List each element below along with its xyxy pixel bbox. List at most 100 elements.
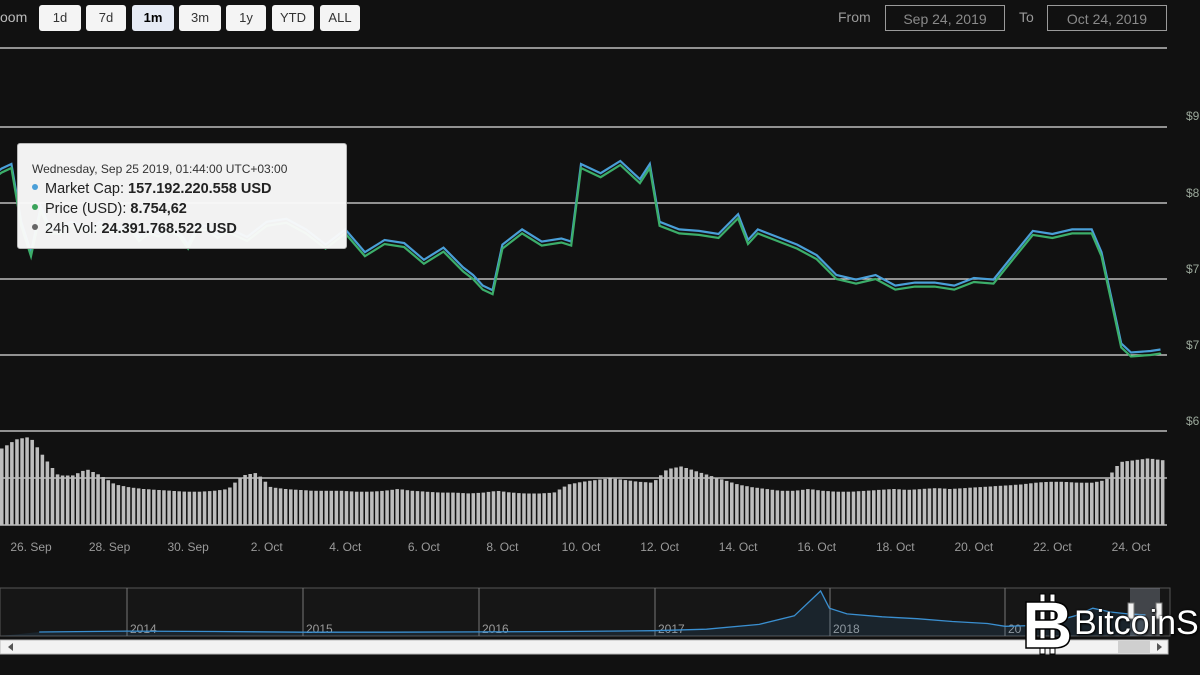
price-point	[1120, 346, 1122, 349]
volume-bar	[10, 442, 14, 525]
volume-bar	[1034, 482, 1038, 525]
range-button-3m[interactable]: 3m	[179, 5, 221, 31]
x-tick-label: 20. Oct	[955, 540, 994, 554]
volume-bar	[567, 484, 572, 525]
price-point	[933, 285, 936, 288]
volume-bar	[354, 491, 359, 525]
from-date-input[interactable]: Sep 24, 2019	[885, 5, 1005, 31]
volume-bar	[294, 489, 298, 525]
volume-bar	[461, 493, 465, 525]
price-point	[914, 285, 916, 288]
volume-bar	[522, 493, 526, 525]
volume-bar	[390, 489, 394, 525]
volume-bar	[598, 479, 602, 525]
volume-bar	[719, 479, 724, 525]
price-point	[1071, 232, 1073, 235]
volume-bar	[283, 489, 288, 525]
x-tick-label: 4. Oct	[329, 540, 362, 554]
volume-bar	[654, 480, 658, 525]
volume-bar	[324, 490, 329, 525]
volume-bar	[309, 490, 313, 525]
range-button-1d[interactable]: 1d	[39, 5, 81, 31]
volume-bar	[877, 489, 881, 525]
volume-bar	[192, 491, 197, 525]
volume-bar	[588, 480, 592, 525]
price-point	[1159, 352, 1162, 355]
volume-bar	[141, 489, 146, 525]
volume-bar	[253, 473, 258, 525]
to-date-input[interactable]: Oct 24, 2019	[1047, 5, 1167, 31]
volume-bar	[643, 482, 648, 525]
tooltip-label: Price (USD):	[45, 201, 127, 217]
y-tick-label: $9	[1186, 109, 1200, 123]
volume-bar	[841, 491, 846, 525]
range-button-ytd[interactable]: YTD	[272, 5, 314, 31]
volume-bar	[1130, 460, 1135, 525]
volume-bar	[1160, 460, 1165, 525]
volume-bar	[785, 490, 790, 525]
x-tick-label: 16. Oct	[797, 540, 836, 554]
volume-bar	[699, 472, 704, 525]
price-point	[973, 281, 975, 283]
volume-bar	[314, 490, 318, 525]
volume-bar	[669, 468, 673, 525]
volume-bar	[1100, 480, 1104, 525]
volume-bar	[258, 476, 263, 525]
price-point	[403, 246, 406, 248]
volume-bar	[1084, 482, 1089, 525]
range-button-7d[interactable]: 7d	[86, 5, 126, 31]
volume-bar	[304, 490, 308, 525]
volume-bar	[385, 490, 389, 525]
volume-bar	[623, 480, 628, 525]
scroll-right-arrow-icon[interactable]	[1157, 643, 1162, 651]
navigator-line	[39, 589, 1146, 633]
volume-bar	[993, 486, 998, 525]
volume-bar	[922, 488, 927, 525]
volume-bar	[223, 489, 227, 525]
volume-bar	[45, 461, 50, 525]
price-point	[776, 240, 779, 242]
price-point	[855, 282, 857, 285]
price-point	[1130, 355, 1132, 358]
range-button-1y[interactable]: 1y	[226, 5, 266, 31]
scrollbar-track[interactable]	[0, 639, 1169, 655]
volume-bar	[973, 487, 977, 525]
volume-bar	[476, 492, 481, 525]
volume-bar	[735, 484, 739, 525]
price-point	[383, 243, 386, 245]
range-button-all[interactable]: ALL	[320, 5, 360, 31]
navigator-selection[interactable]	[1130, 588, 1160, 636]
volume-bar	[162, 490, 166, 525]
navigator-panel[interactable]	[0, 587, 1171, 637]
volume-bar	[968, 487, 972, 525]
volume-bar	[40, 454, 45, 525]
volume-bar	[724, 480, 729, 525]
volume-bar	[248, 474, 252, 525]
price-point	[1090, 232, 1093, 235]
volume-bar	[65, 475, 70, 525]
volume-bar	[532, 493, 536, 525]
volume-bar	[177, 491, 181, 525]
volume-bar	[147, 489, 151, 525]
x-tick-label: 10. Oct	[562, 540, 601, 554]
volume-bar	[243, 475, 247, 525]
volume-bar	[811, 489, 815, 525]
scroll-left-arrow-icon[interactable]	[8, 643, 13, 651]
scrollbar-thumb[interactable]	[1118, 641, 1150, 653]
price-point	[835, 278, 838, 280]
volume-bar	[730, 482, 734, 525]
navigator-handle-left[interactable]	[1127, 602, 1135, 620]
price-point	[678, 232, 680, 235]
volume-bar	[425, 491, 430, 525]
volume-bar	[927, 488, 932, 525]
navigator-handle-right[interactable]	[1155, 602, 1163, 620]
range-button-1m[interactable]: 1m	[132, 5, 174, 31]
volume-bar	[131, 487, 136, 525]
x-tick-label: 6. Oct	[408, 540, 441, 554]
volume-bar	[1145, 458, 1150, 525]
volume-bar	[958, 488, 962, 525]
volume-bar	[1110, 472, 1114, 525]
tooltip-value: 8.754,62	[130, 201, 187, 217]
